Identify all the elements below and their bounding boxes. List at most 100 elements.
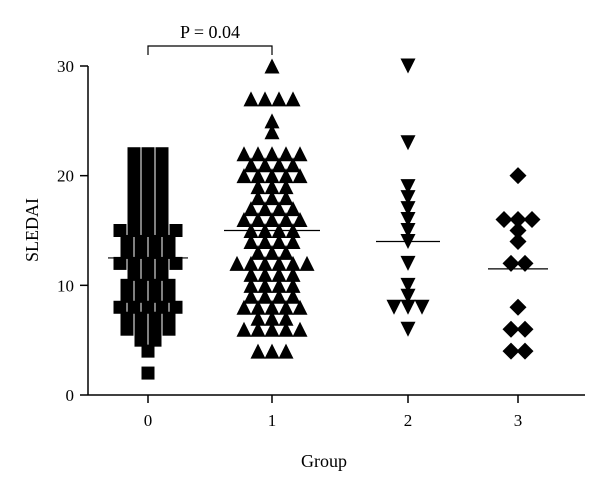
data-point xyxy=(278,146,294,162)
data-point xyxy=(257,201,273,217)
x-axis-title: Group xyxy=(301,451,347,471)
y-axis-title: SLEDAI xyxy=(22,198,42,262)
data-point xyxy=(162,245,176,259)
data-point xyxy=(285,157,301,173)
data-point xyxy=(120,311,134,325)
data-point xyxy=(278,168,294,184)
data-point xyxy=(155,158,169,172)
data-point xyxy=(236,168,252,184)
data-point xyxy=(264,212,280,228)
data-point xyxy=(148,322,162,336)
data-point xyxy=(169,256,183,270)
data-point xyxy=(113,224,127,237)
data-point xyxy=(278,310,294,326)
data-point xyxy=(264,343,280,359)
data-point xyxy=(400,190,416,206)
data-point xyxy=(400,223,416,238)
data-point xyxy=(243,157,259,173)
data-point xyxy=(257,233,273,249)
x-axis: 0 1 2 3 xyxy=(88,394,585,430)
data-point xyxy=(264,299,280,315)
data-point xyxy=(516,254,534,272)
data-point xyxy=(162,278,176,292)
data-point xyxy=(134,245,148,259)
data-point xyxy=(278,343,294,359)
data-point xyxy=(141,169,155,183)
data-point xyxy=(134,311,148,325)
data-point xyxy=(257,157,273,173)
data-point xyxy=(264,321,280,337)
data-point xyxy=(285,201,301,217)
data-point xyxy=(292,299,308,315)
data-point xyxy=(502,320,520,338)
data-point xyxy=(236,146,252,162)
data-point xyxy=(516,342,534,360)
data-point xyxy=(264,113,280,129)
data-point xyxy=(155,180,169,194)
data-point xyxy=(278,321,294,337)
data-point xyxy=(148,278,162,292)
data-point xyxy=(250,321,266,337)
data-point xyxy=(414,299,430,315)
data-point xyxy=(141,224,155,237)
data-point xyxy=(141,300,155,314)
data-point xyxy=(141,344,155,358)
data-point xyxy=(400,58,416,74)
data-point xyxy=(155,147,169,161)
data-point xyxy=(509,298,527,316)
data-point xyxy=(141,366,155,380)
data-point xyxy=(141,180,155,194)
data-point xyxy=(292,146,308,162)
data-point xyxy=(155,213,169,227)
data-point xyxy=(523,211,541,229)
data-point xyxy=(162,322,176,336)
data-point xyxy=(495,211,513,229)
data-point xyxy=(285,288,301,304)
data-point xyxy=(271,266,287,282)
data-point xyxy=(264,179,280,195)
data-point xyxy=(134,278,148,292)
data-point xyxy=(134,322,148,336)
data-point xyxy=(243,266,259,282)
data-point xyxy=(113,300,127,314)
data-point xyxy=(250,244,266,260)
data-point xyxy=(285,255,301,271)
data-point xyxy=(148,311,162,325)
data-point xyxy=(243,277,259,293)
data-point xyxy=(257,277,273,293)
data-point xyxy=(271,255,287,271)
data-point xyxy=(400,135,416,151)
data-point xyxy=(400,255,416,271)
data-point xyxy=(148,289,162,303)
data-point xyxy=(264,244,280,260)
data-point xyxy=(127,169,141,183)
data-point xyxy=(292,212,308,228)
x-tick-label: 2 xyxy=(404,411,413,430)
data-point xyxy=(271,277,287,293)
data-point xyxy=(127,202,141,216)
data-point xyxy=(257,266,273,282)
data-point xyxy=(127,256,141,270)
data-point xyxy=(250,190,266,206)
data-point xyxy=(257,255,273,271)
data-point xyxy=(400,201,416,217)
significance-label: P = 0.04 xyxy=(180,22,240,42)
data-point xyxy=(127,224,141,237)
data-point xyxy=(134,333,148,347)
data-point xyxy=(155,300,169,314)
data-point xyxy=(271,288,287,304)
x-tick-label: 3 xyxy=(514,411,523,430)
data-point xyxy=(141,267,155,281)
significance-annotation: P = 0.04 xyxy=(147,22,273,55)
data-point xyxy=(299,255,315,271)
data-point xyxy=(278,244,294,260)
data-point xyxy=(236,212,252,228)
data-point xyxy=(236,321,252,337)
data-point xyxy=(285,233,301,249)
data-point xyxy=(257,91,273,107)
data-point xyxy=(278,190,294,206)
data-point xyxy=(243,255,259,271)
data-point xyxy=(243,91,259,107)
data-point xyxy=(141,191,155,205)
data-point xyxy=(516,320,534,338)
